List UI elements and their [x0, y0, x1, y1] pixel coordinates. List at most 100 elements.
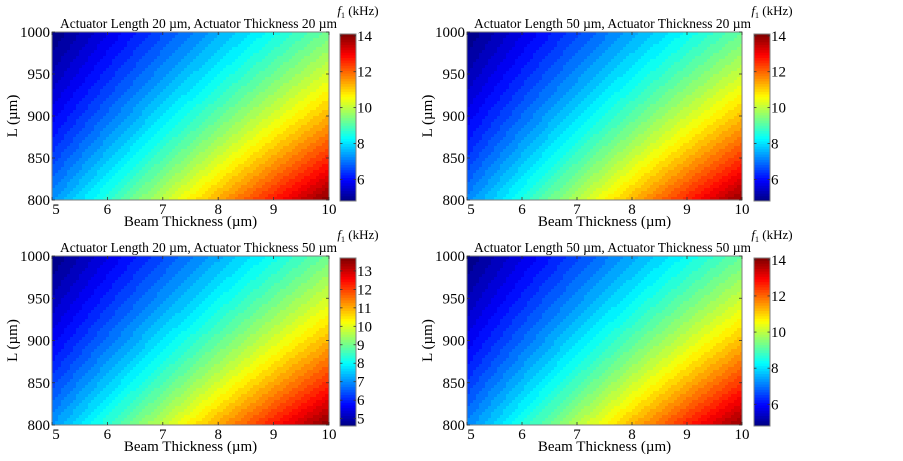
contour-cell [85, 65, 89, 69]
contour-cell [232, 110, 236, 114]
contour-cell [292, 44, 296, 48]
contour-cell [292, 161, 296, 165]
contour-cell [118, 95, 122, 99]
contour-cell [214, 158, 218, 162]
contour-cell [262, 119, 266, 123]
contour-cell [268, 47, 272, 51]
contour-cell [322, 128, 326, 132]
contour-cell [160, 185, 164, 189]
contour-cell [274, 137, 278, 141]
contour-cell [241, 182, 245, 186]
contour-cell [280, 122, 284, 126]
contour-cell [139, 164, 143, 168]
contour-cell [55, 164, 59, 168]
contour-cell [298, 86, 302, 90]
contour-cell [124, 80, 128, 84]
contour-cell [301, 164, 305, 168]
contour-cell [310, 113, 314, 117]
contour-cell [250, 83, 254, 87]
contour-cell [304, 164, 308, 168]
contour-cell [100, 68, 104, 72]
contour-cell [289, 185, 293, 189]
contour-cell [292, 68, 296, 72]
contour-cell [265, 44, 269, 48]
contour-cell [217, 59, 221, 63]
contour-cell [283, 140, 287, 144]
contour-cell [202, 128, 206, 132]
contour-cell [298, 188, 302, 192]
contour-cell [148, 65, 152, 69]
contour-cell [232, 113, 236, 117]
contour-cell [226, 176, 230, 180]
contour-cell [127, 113, 131, 117]
contour-cell [235, 164, 239, 168]
contour-cell [64, 167, 68, 171]
contour-cell [319, 134, 323, 138]
contour-cell [106, 53, 110, 57]
contour-cell [277, 131, 281, 135]
contour-cell [241, 167, 245, 171]
contour-cell [325, 107, 329, 111]
contour-cell [289, 158, 293, 162]
contour-cell [199, 83, 203, 87]
contour-cell [52, 95, 56, 99]
contour-cell [169, 98, 173, 102]
contour-cell [238, 41, 242, 45]
contour-cell [232, 65, 236, 69]
contour-cell [181, 74, 185, 78]
contour-cell [271, 188, 275, 192]
contour-cell [58, 71, 62, 75]
contour-cell [214, 38, 218, 42]
contour-cell [73, 107, 77, 111]
contour-cell [160, 101, 164, 105]
contour-cell [286, 137, 290, 141]
contour-cell [151, 47, 155, 51]
contour-cell [55, 152, 59, 156]
contour-cell [250, 188, 254, 192]
contour-cell [232, 86, 236, 90]
contour-cell [298, 98, 302, 102]
contour-cell [121, 125, 125, 129]
contour-cell [217, 77, 221, 81]
contour-cell [187, 50, 191, 54]
contour-cell [256, 128, 260, 132]
contour-cell [292, 140, 296, 144]
contour-cell [286, 140, 290, 144]
contour-cell [100, 149, 104, 153]
contour-cell [307, 50, 311, 54]
contour-cell [79, 107, 83, 111]
contour-cell [193, 95, 197, 99]
contour-cell [286, 95, 290, 99]
contour-cell [169, 107, 173, 111]
contour-cell [259, 56, 263, 60]
contour-cell [52, 65, 56, 69]
contour-cell [214, 149, 218, 153]
contour-cell [178, 143, 182, 147]
contour-cell [151, 158, 155, 162]
contour-cell [226, 185, 230, 189]
contour-cell [61, 158, 65, 162]
contour-cell [253, 125, 257, 129]
contour-cell [277, 86, 281, 90]
contour-cell [97, 92, 101, 96]
contour-cell [220, 113, 224, 117]
contour-cell [238, 44, 242, 48]
contour-cell [277, 44, 281, 48]
contour-cell [106, 143, 110, 147]
contour-cell [241, 56, 245, 60]
contour-cell [106, 176, 110, 180]
contour-cell [289, 125, 293, 129]
contour-cell [181, 185, 185, 189]
contour-cell [187, 128, 191, 132]
contour-cell [310, 122, 314, 126]
contour-cell [289, 59, 293, 63]
contour-cell [214, 182, 218, 186]
contour-cell [127, 95, 131, 99]
contour-cell [166, 35, 170, 39]
contour-cell [103, 50, 107, 54]
contour-cell [73, 53, 77, 57]
contour-cell [82, 179, 86, 183]
contour-cell [256, 101, 260, 105]
contour-cell [298, 152, 302, 156]
contour-cell [91, 44, 95, 48]
